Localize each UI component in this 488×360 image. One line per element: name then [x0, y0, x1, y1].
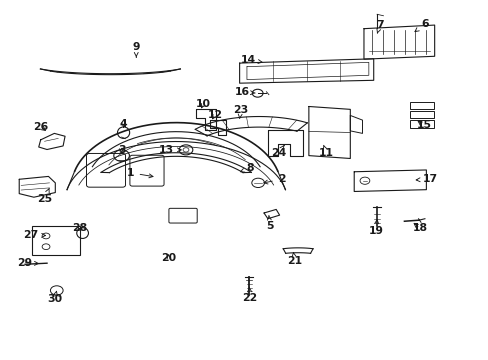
Text: 28: 28 — [72, 223, 87, 233]
Text: 23: 23 — [232, 105, 248, 118]
Text: 17: 17 — [415, 174, 437, 184]
Text: 25: 25 — [37, 188, 52, 204]
Bar — [409, 121, 433, 128]
Text: 12: 12 — [207, 110, 223, 120]
Text: 19: 19 — [368, 220, 383, 236]
Text: 16: 16 — [234, 87, 255, 97]
Text: 29: 29 — [18, 258, 39, 268]
Text: 5: 5 — [265, 215, 273, 231]
Text: 26: 26 — [33, 122, 48, 132]
Text: 2: 2 — [264, 174, 285, 184]
Text: 20: 20 — [161, 253, 176, 263]
Text: 15: 15 — [416, 121, 430, 130]
Text: 6: 6 — [414, 19, 428, 32]
Bar — [409, 102, 433, 109]
Bar — [32, 226, 80, 255]
Text: 30: 30 — [47, 291, 62, 305]
Text: 10: 10 — [196, 99, 211, 109]
Text: 8: 8 — [240, 163, 254, 173]
Text: 24: 24 — [270, 145, 285, 158]
Text: 21: 21 — [286, 253, 302, 266]
Text: 9: 9 — [132, 42, 140, 57]
Text: 13: 13 — [159, 145, 181, 155]
Text: 7: 7 — [375, 20, 383, 33]
Text: 1: 1 — [127, 168, 153, 178]
Text: 4: 4 — [120, 120, 127, 129]
Text: 11: 11 — [318, 145, 333, 158]
Text: 14: 14 — [241, 55, 262, 65]
Text: 18: 18 — [412, 223, 427, 233]
Text: 3: 3 — [118, 145, 125, 155]
Text: 27: 27 — [23, 230, 45, 240]
Bar — [409, 111, 433, 118]
Text: 22: 22 — [242, 287, 257, 303]
